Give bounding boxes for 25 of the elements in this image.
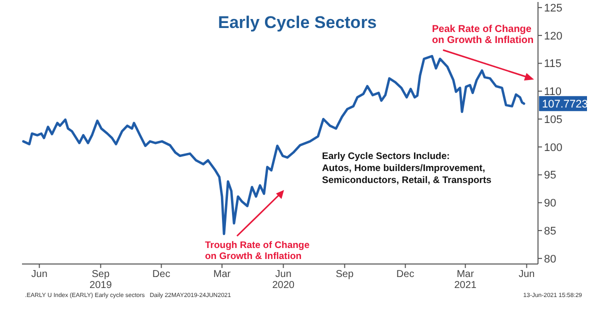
x-tick-label: Sep (336, 269, 354, 280)
annotation: 107.7723 (542, 98, 588, 110)
y-tick-label: 110 (544, 86, 562, 98)
y-tick-label: 120 (544, 30, 562, 42)
annotation: Peak Rate of Change on Growth & Inflation (432, 24, 534, 46)
x-tick-label: Jun (31, 269, 48, 280)
y-tick-label: 100 (544, 142, 562, 154)
y-tick-label: 85 (544, 225, 556, 238)
annotation: Early Cycle Sectors Include: Autos, Home builders/Improvement, Semiconductors, Retail, & Transports (322, 151, 492, 186)
x-tick-label: Mar (213, 269, 232, 280)
x-tick-label: Sep 2019 (90, 269, 112, 291)
y-tick-label: 90 (544, 198, 556, 210)
x-tick-label: Dec (152, 269, 170, 280)
x-tick-label: Jun (518, 269, 535, 280)
y-tick-label: 125 (544, 2, 562, 14)
annotation: Trough Rate of Change on Growth & Inflation (205, 240, 310, 262)
y-tick-label: 105 (544, 114, 562, 126)
y-tick-label: 95 (544, 170, 556, 182)
y-tick-label: 80 (544, 253, 556, 266)
x-tick-label: Mar 2021 (454, 269, 477, 291)
y-tick-label: 115 (544, 58, 562, 70)
text: Early Cycle Sectors (218, 13, 377, 32)
x-tick-label: Dec (396, 269, 414, 280)
line-series (22, 54, 526, 236)
x-tick-label: Jun 2020 (272, 269, 295, 291)
